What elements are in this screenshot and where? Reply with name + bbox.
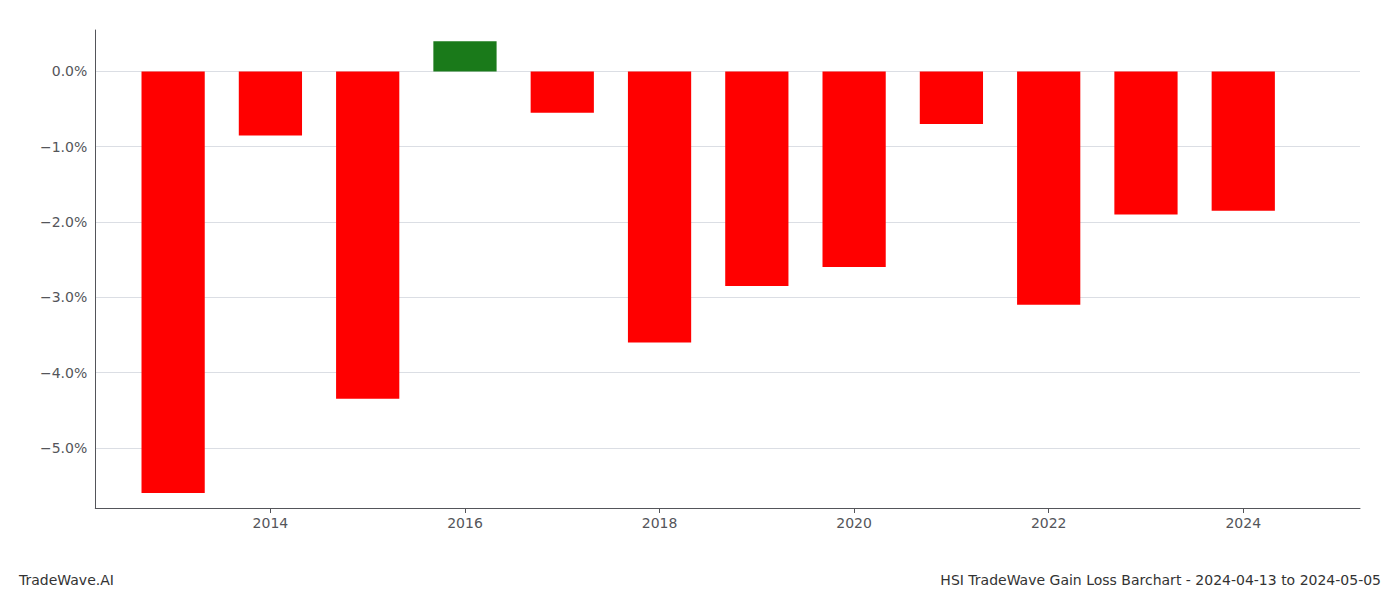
- svg-text:−3.0%: −3.0%: [40, 289, 87, 305]
- svg-text:2022: 2022: [1031, 515, 1067, 531]
- svg-text:TradeWave.AI: TradeWave.AI: [18, 572, 114, 588]
- svg-text:2024: 2024: [1225, 515, 1261, 531]
- svg-text:HSI TradeWave Gain Loss Barcha: HSI TradeWave Gain Loss Barchart - 2024-…: [940, 572, 1381, 588]
- svg-text:−1.0%: −1.0%: [40, 139, 87, 155]
- svg-text:2016: 2016: [447, 515, 483, 531]
- svg-text:0.0%: 0.0%: [52, 63, 88, 79]
- svg-text:−5.0%: −5.0%: [40, 440, 87, 456]
- svg-text:2020: 2020: [836, 515, 872, 531]
- svg-text:−2.0%: −2.0%: [40, 214, 87, 230]
- svg-text:2014: 2014: [253, 515, 289, 531]
- svg-text:2018: 2018: [642, 515, 678, 531]
- svg-text:−4.0%: −4.0%: [40, 365, 87, 381]
